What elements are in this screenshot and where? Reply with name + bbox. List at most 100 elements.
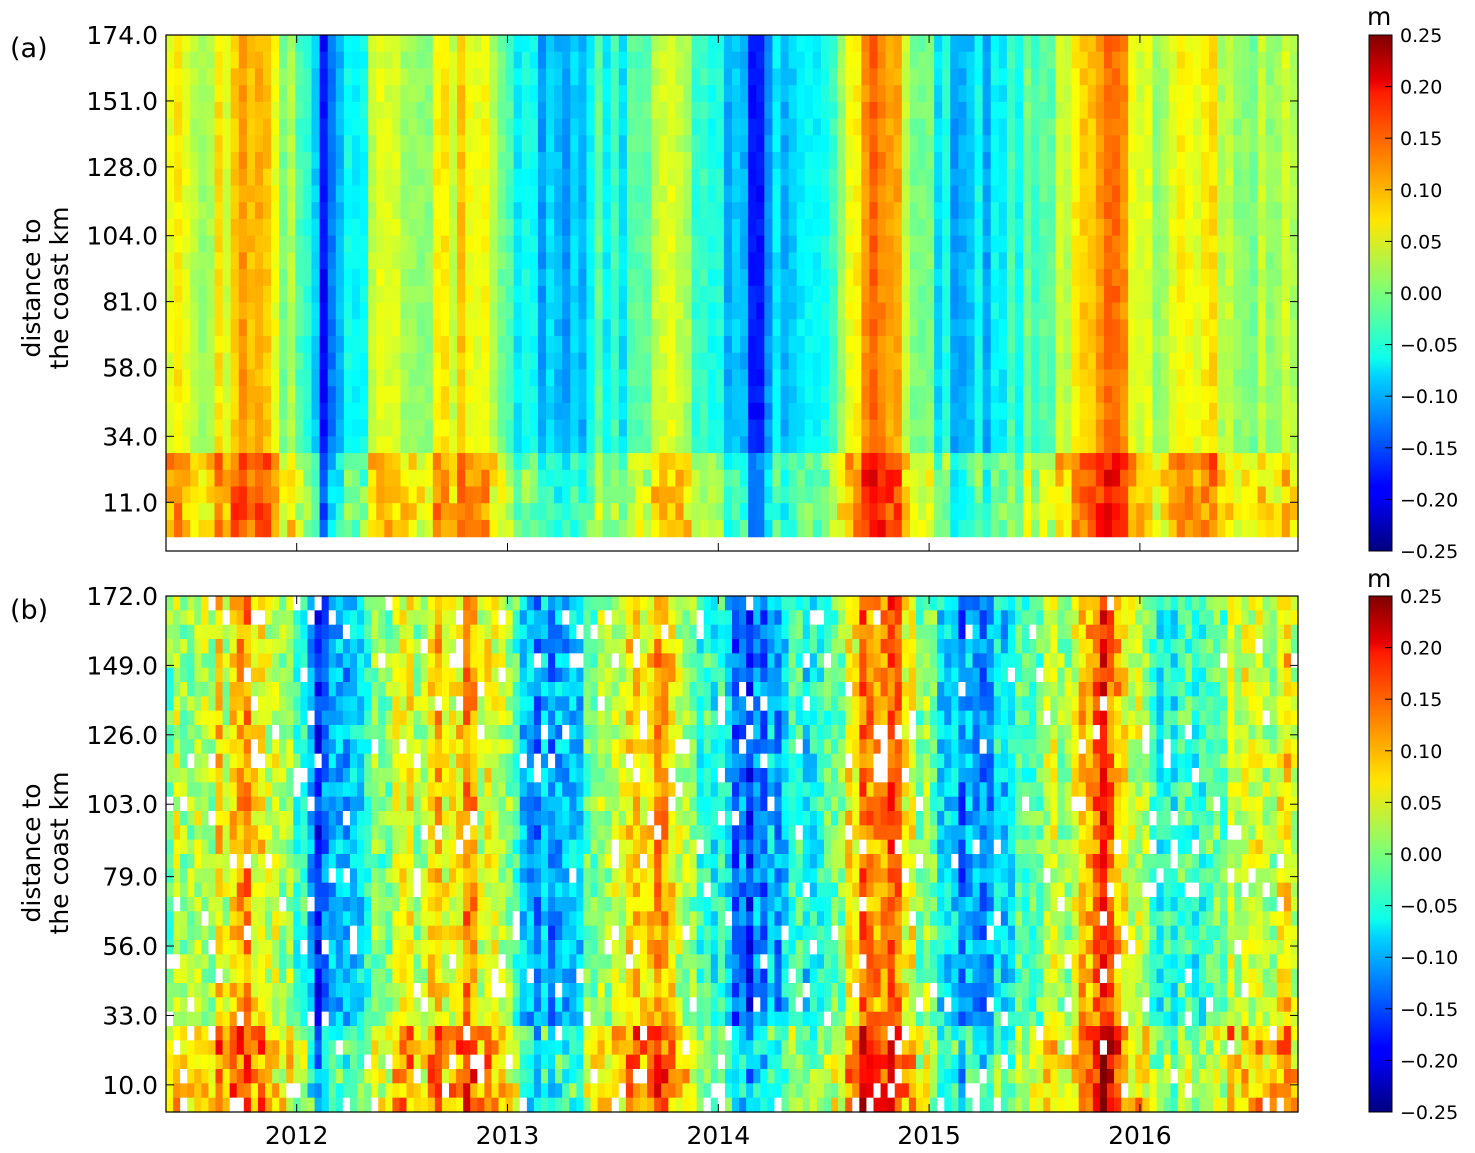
heatmap-a-cell (618, 319, 628, 337)
heatmap-a-cell (715, 269, 725, 287)
heatmap-a-cell (756, 185, 765, 203)
heatmap-a-cell (675, 51, 685, 70)
heatmap-b-cell (215, 696, 224, 712)
heatmap-a-cell (691, 152, 701, 170)
heatmap-a-cell (667, 352, 676, 371)
heatmap-a-cell (578, 519, 588, 538)
heatmap-a-cell (400, 369, 410, 387)
heatmap-a-cell (691, 336, 701, 354)
heatmap-a-cell (812, 402, 822, 421)
heatmap-a-cell (1120, 285, 1129, 304)
heatmap-a-cell (400, 269, 410, 287)
heatmap-a-cell (416, 235, 426, 253)
heatmap-a-cell (780, 269, 790, 287)
heatmap-a-cell (950, 285, 959, 304)
heatmap-a-cell (497, 503, 507, 521)
heatmap-a-cell (909, 336, 919, 354)
heatmap-a-cell (1023, 252, 1032, 270)
heatmap-a-cell (926, 35, 935, 53)
heatmap-a-cell (594, 252, 604, 270)
heatmap-a-cell (1136, 453, 1145, 471)
heatmap-a-cell (788, 168, 798, 187)
heatmap-b-cell (194, 954, 202, 970)
heatmap-a-cell (618, 369, 628, 387)
heatmap-a-cell (651, 85, 660, 103)
heatmap-b-cell (166, 624, 174, 640)
heatmap-a-cell (351, 68, 361, 86)
heatmap-a-cell (1249, 135, 1259, 153)
heatmap-a-cell (449, 352, 458, 371)
heatmap-a-cell (837, 469, 846, 488)
heatmap-a-cell (869, 436, 879, 454)
heatmap-a-cell (1095, 503, 1105, 521)
heatmap-a-cell (634, 68, 644, 86)
heatmap-a-cell (473, 252, 482, 270)
heatmap-a-cell (1289, 185, 1299, 203)
heatmap-a-cell (513, 118, 523, 136)
heatmap-a-cell (748, 519, 757, 538)
heatmap-a-cell (1087, 101, 1097, 120)
heatmap-a-cell (570, 202, 579, 220)
heatmap-a-cell (198, 469, 208, 488)
heatmap-a-cell (1152, 235, 1162, 253)
heatmap-a-cell (1168, 185, 1178, 203)
heatmap-a-cell (634, 35, 644, 53)
heatmap-a-cell (1233, 269, 1242, 287)
heatmap-a-cell (368, 185, 377, 203)
heatmap-a-cell (554, 35, 563, 53)
heatmap-a-cell (845, 218, 854, 237)
heatmap-a-cell (1160, 319, 1170, 337)
heatmap-a-cell (594, 419, 604, 437)
heatmap-b-cell (257, 667, 266, 683)
heatmap-a-cell (190, 503, 199, 521)
heatmap-a-cell (1168, 386, 1178, 404)
heatmap-a-cell (1152, 51, 1162, 70)
y-tick-label-a: 174.0 (86, 21, 158, 50)
heatmap-a-cell (416, 503, 426, 521)
heatmap-b-cell (257, 610, 266, 626)
heatmap-a-cell (934, 369, 943, 387)
heatmap-a-cell (691, 218, 701, 237)
heatmap-a-cell (1289, 469, 1299, 488)
heatmap-a-cell (1047, 436, 1057, 454)
heatmap-a-cell (1006, 419, 1016, 437)
heatmap-a-cell (473, 352, 482, 371)
heatmap-a-cell (1168, 469, 1178, 488)
heatmap-a-cell (1241, 152, 1251, 170)
heatmap-a-cell (659, 319, 668, 337)
heatmap-a-cell (723, 352, 733, 371)
heatmap-a-cell (1079, 101, 1089, 120)
heatmap-a-cell (966, 101, 976, 120)
heatmap-a-cell (1289, 269, 1299, 287)
heatmap-a-cell (505, 68, 515, 86)
heatmap-a-cell (238, 352, 248, 371)
heatmap-b-cell (180, 1026, 188, 1041)
heatmap-a-cell (1144, 35, 1154, 53)
heatmap-a-cell (675, 352, 685, 371)
heatmap-a-cell (1217, 386, 1226, 404)
heatmap-a-cell (998, 302, 1008, 320)
heatmap-a-cell (634, 118, 644, 136)
heatmap-a-cell (643, 352, 652, 371)
heatmap-a-cell (376, 453, 385, 471)
heatmap-a-cell (174, 402, 183, 421)
heatmap-a-cell (1095, 101, 1105, 120)
heatmap-a-cell (602, 285, 612, 304)
heatmap-a-cell (174, 101, 183, 120)
heatmap-a-cell (408, 51, 418, 70)
heatmap-a-cell (1144, 135, 1154, 153)
heatmap-a-cell (198, 519, 208, 538)
heatmap-a-cell (1079, 469, 1089, 488)
heatmap-a-cell (1265, 486, 1275, 504)
heatmap-a-cell (950, 453, 959, 471)
heatmap-a-cell (473, 35, 482, 53)
heatmap-b-cell (272, 768, 280, 783)
heatmap-a-cell (432, 369, 442, 387)
heatmap-a-cell (440, 218, 450, 237)
heatmap-a-cell (1225, 252, 1234, 270)
heatmap-a-cell (1184, 135, 1194, 153)
heatmap-a-cell (424, 436, 434, 454)
heatmap-a-cell (861, 352, 871, 371)
heatmap-a-cell (1273, 185, 1283, 203)
heatmap-a-cell (1192, 118, 1202, 136)
